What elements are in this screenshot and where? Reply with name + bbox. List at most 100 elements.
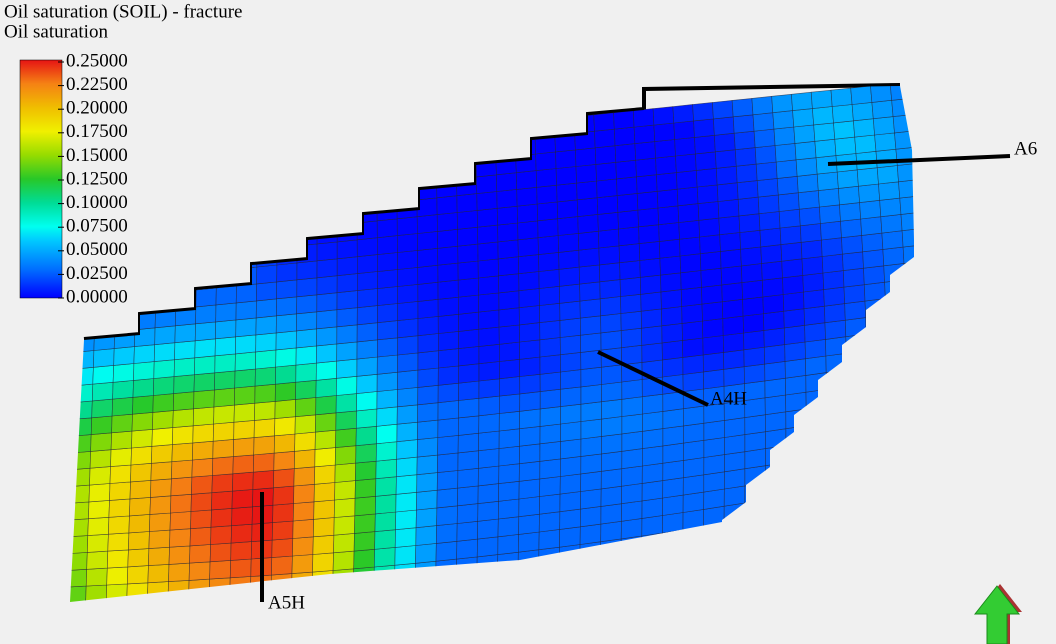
- grid-cell: [775, 143, 796, 162]
- legend-title: Oil saturation: [4, 21, 108, 42]
- grid-cell: [674, 121, 695, 140]
- grid-cell: [457, 486, 478, 506]
- grid-cell: [831, 88, 852, 106]
- grid-cell: [292, 537, 313, 556]
- grid-cell: [758, 195, 779, 214]
- grid-cell: [520, 409, 541, 429]
- grid-cell: [478, 276, 499, 295]
- grid-cell: [479, 431, 500, 451]
- grid-cell: [875, 133, 896, 151]
- grid-cell: [581, 402, 602, 422]
- grid-cell: [354, 514, 375, 534]
- grid-cell: [579, 265, 600, 284]
- grid-cell: [498, 499, 519, 519]
- grid-cell: [398, 267, 418, 286]
- grid-cell: [499, 481, 520, 501]
- grid-cell: [235, 352, 256, 371]
- grid-cell: [683, 355, 704, 375]
- grid-cell: [853, 119, 874, 137]
- grid-cell: [614, 111, 635, 130]
- grid-cell: [377, 253, 397, 272]
- grid-cell: [694, 119, 715, 137]
- grid-cell: [436, 541, 457, 561]
- grid-cell: [798, 191, 819, 210]
- grid-cell: [297, 278, 317, 297]
- grid-cell: [108, 516, 129, 534]
- grid-cell: [662, 340, 683, 360]
- grid-cell: [255, 384, 276, 403]
- grid-cell: [860, 200, 881, 219]
- grid-cell: [191, 510, 212, 529]
- grid-cell: [357, 238, 377, 257]
- grid-cell: [499, 308, 519, 327]
- grid-cell: [835, 137, 856, 156]
- grid-cell: [210, 560, 231, 579]
- grid-cell: [761, 245, 782, 264]
- grid-cell: [794, 125, 815, 143]
- grid-cell: [519, 497, 540, 517]
- grid-cell: [712, 100, 733, 119]
- well-label: A5H: [268, 592, 305, 613]
- grid-cell: [335, 446, 356, 465]
- grid-cell: [172, 426, 193, 445]
- grid-cell: [314, 500, 335, 519]
- grid-cell: [780, 226, 801, 245]
- grid-cell: [315, 413, 336, 432]
- grid-cell: [87, 551, 108, 569]
- grid-cell: [174, 358, 195, 377]
- grid-cell: [675, 137, 696, 156]
- grid-cell: [293, 519, 314, 538]
- grid-cell: [499, 446, 520, 466]
- grid-cell: [682, 321, 703, 340]
- grid-cell: [723, 316, 744, 335]
- grid-cell: [316, 344, 336, 363]
- grid-cell: [256, 282, 276, 301]
- grid-cell: [357, 323, 377, 342]
- grid-cell: [214, 371, 235, 390]
- grid-cell: [621, 518, 642, 539]
- grid-cell: [698, 202, 719, 221]
- grid-cell: [398, 301, 418, 320]
- grid-cell: [396, 510, 417, 530]
- grid-cell: [717, 183, 738, 202]
- grid-cell: [520, 392, 541, 412]
- grid-cell: [560, 439, 581, 459]
- grid-cell: [601, 504, 622, 524]
- grid-cell: [90, 450, 111, 469]
- grid-cell: [703, 352, 724, 372]
- grid-cell: [438, 297, 458, 316]
- grid-cell: [189, 562, 210, 581]
- grid-cell: [190, 545, 211, 564]
- grid-cell: [560, 456, 581, 476]
- grid-cell: [700, 235, 721, 254]
- grid-cell: [742, 280, 763, 299]
- grid-cell: [438, 435, 459, 455]
- grid-cell: [517, 204, 538, 223]
- grid-cell: [438, 366, 458, 385]
- grid-cell: [257, 265, 277, 284]
- grid-cell: [817, 172, 838, 191]
- grid-cell: [738, 197, 759, 216]
- grid-cell: [601, 365, 622, 385]
- grid-cell: [765, 378, 786, 398]
- grid-cell: [883, 247, 904, 266]
- grid-cell: [478, 501, 499, 521]
- grid-cell: [296, 380, 317, 399]
- grid-cell: [478, 225, 498, 244]
- grid-cell: [130, 480, 151, 499]
- grid-cell: [499, 464, 520, 484]
- grid-cell: [276, 348, 297, 367]
- grid-cell: [823, 271, 844, 290]
- grid-cell: [663, 460, 684, 480]
- grid-cell: [499, 274, 520, 293]
- grid-cell: [877, 166, 898, 185]
- grid-cell: [334, 498, 355, 517]
- grid-cell: [560, 352, 581, 372]
- grid-cell: [479, 414, 500, 434]
- grid-cell: [580, 282, 601, 301]
- grid-cell: [601, 486, 622, 506]
- grid-cell: [92, 382, 113, 401]
- grid-cell: [843, 268, 864, 287]
- grid-cell: [398, 284, 418, 303]
- grid-cell: [661, 290, 682, 309]
